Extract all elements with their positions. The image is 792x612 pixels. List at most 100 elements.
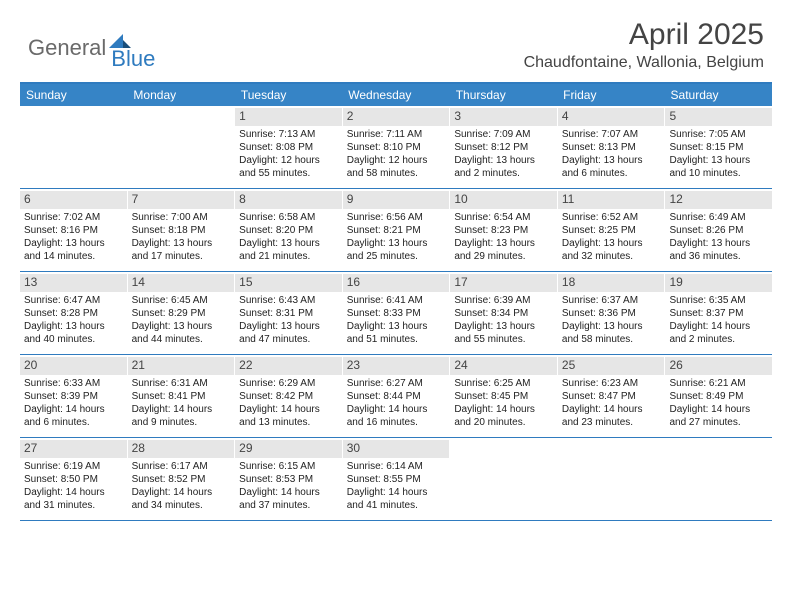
day-cell — [128, 106, 236, 188]
daylight-text: Daylight: 14 hours and 23 minutes. — [562, 403, 661, 429]
sunrise-text: Sunrise: 7:07 AM — [562, 128, 661, 141]
day-cell: 27Sunrise: 6:19 AMSunset: 8:50 PMDayligh… — [20, 438, 128, 520]
sunrise-text: Sunrise: 6:47 AM — [24, 294, 123, 307]
sunset-text: Sunset: 8:10 PM — [347, 141, 446, 154]
weekday-header-row: SundayMondayTuesdayWednesdayThursdayFrid… — [20, 84, 772, 106]
sunset-text: Sunset: 8:31 PM — [239, 307, 338, 320]
header: General Blue April 2025 Chaudfontaine, W… — [0, 0, 792, 76]
day-cell: 28Sunrise: 6:17 AMSunset: 8:52 PMDayligh… — [128, 438, 236, 520]
sunrise-text: Sunrise: 6:39 AM — [454, 294, 553, 307]
daylight-text: Daylight: 13 hours and 14 minutes. — [24, 237, 123, 263]
weekday-header: Saturday — [665, 84, 772, 106]
weekday-header: Tuesday — [235, 84, 342, 106]
day-number: 18 — [558, 274, 665, 292]
weekday-header: Thursday — [450, 84, 557, 106]
sunrise-text: Sunrise: 7:05 AM — [669, 128, 768, 141]
sunrise-text: Sunrise: 7:02 AM — [24, 211, 123, 224]
day-cell: 8Sunrise: 6:58 AMSunset: 8:20 PMDaylight… — [235, 189, 343, 271]
sunrise-text: Sunrise: 6:15 AM — [239, 460, 338, 473]
day-number: 11 — [558, 191, 665, 209]
sunset-text: Sunset: 8:21 PM — [347, 224, 446, 237]
day-cell — [20, 106, 128, 188]
day-number: 27 — [20, 440, 127, 458]
sunrise-text: Sunrise: 6:27 AM — [347, 377, 446, 390]
day-number: 13 — [20, 274, 127, 292]
sunset-text: Sunset: 8:34 PM — [454, 307, 553, 320]
day-number: 16 — [343, 274, 450, 292]
weekday-header: Friday — [557, 84, 664, 106]
sunrise-text: Sunrise: 7:13 AM — [239, 128, 338, 141]
sunset-text: Sunset: 8:33 PM — [347, 307, 446, 320]
sunrise-text: Sunrise: 6:29 AM — [239, 377, 338, 390]
sunrise-text: Sunrise: 7:11 AM — [347, 128, 446, 141]
daylight-text: Daylight: 14 hours and 20 minutes. — [454, 403, 553, 429]
sunrise-text: Sunrise: 6:31 AM — [132, 377, 231, 390]
week-row: 13Sunrise: 6:47 AMSunset: 8:28 PMDayligh… — [20, 272, 772, 355]
brand-part1: General — [28, 35, 106, 61]
weekday-header: Monday — [127, 84, 234, 106]
sunrise-text: Sunrise: 6:21 AM — [669, 377, 768, 390]
daylight-text: Daylight: 14 hours and 37 minutes. — [239, 486, 338, 512]
sunset-text: Sunset: 8:39 PM — [24, 390, 123, 403]
sunset-text: Sunset: 8:16 PM — [24, 224, 123, 237]
day-cell: 13 Sunrise: 6:47 AMSunset: 8:28 PMDayligh… — [20, 272, 128, 354]
sunset-text: Sunset: 8:41 PM — [132, 390, 231, 403]
week-row: 20Sunrise: 6:33 AMSunset: 8:39 PMDayligh… — [20, 355, 772, 438]
weekday-header: Wednesday — [342, 84, 449, 106]
week-row: 6Sunrise: 7:02 AMSunset: 8:16 PMDaylight… — [20, 189, 772, 272]
daylight-text: Daylight: 13 hours and 40 minutes. — [24, 320, 123, 346]
sunset-text: Sunset: 8:18 PM — [132, 224, 231, 237]
day-number: 3 — [450, 108, 557, 126]
day-cell: 15Sunrise: 6:43 AMSunset: 8:31 PMDayligh… — [235, 272, 343, 354]
daylight-text: Daylight: 13 hours and 44 minutes. — [132, 320, 231, 346]
day-number: 30 — [343, 440, 450, 458]
day-number: 17 — [450, 274, 557, 292]
day-number: 21 — [128, 357, 235, 375]
day-cell: 17Sunrise: 6:39 AMSunset: 8:34 PMDayligh… — [450, 272, 558, 354]
sunset-text: Sunset: 8:36 PM — [562, 307, 661, 320]
day-cell: 21Sunrise: 6:31 AMSunset: 8:41 PMDayligh… — [128, 355, 236, 437]
day-cell — [665, 438, 772, 520]
day-number: 9 — [343, 191, 450, 209]
daylight-text: Daylight: 14 hours and 16 minutes. — [347, 403, 446, 429]
sunrise-text: Sunrise: 6:58 AM — [239, 211, 338, 224]
daylight-text: Daylight: 13 hours and 36 minutes. — [669, 237, 768, 263]
sunrise-text: Sunrise: 7:09 AM — [454, 128, 553, 141]
title-block: April 2025 Chaudfontaine, Wallonia, Belg… — [524, 18, 764, 72]
sunrise-text: Sunrise: 6:41 AM — [347, 294, 446, 307]
month-title: April 2025 — [524, 18, 764, 52]
day-cell — [558, 438, 666, 520]
day-number: 5 — [665, 108, 772, 126]
sunset-text: Sunset: 8:53 PM — [239, 473, 338, 486]
day-number: 23 — [343, 357, 450, 375]
day-cell: 4Sunrise: 7:07 AMSunset: 8:13 PMDaylight… — [558, 106, 666, 188]
sunrise-text: Sunrise: 6:35 AM — [669, 294, 768, 307]
sunset-text: Sunset: 8:08 PM — [239, 141, 338, 154]
sunset-text: Sunset: 8:47 PM — [562, 390, 661, 403]
sunset-text: Sunset: 8:42 PM — [239, 390, 338, 403]
daylight-text: Daylight: 14 hours and 27 minutes. — [669, 403, 768, 429]
day-cell: 11Sunrise: 6:52 AMSunset: 8:25 PMDayligh… — [558, 189, 666, 271]
day-number: 22 — [235, 357, 342, 375]
sunset-text: Sunset: 8:28 PM — [24, 307, 123, 320]
day-cell: 26Sunrise: 6:21 AMSunset: 8:49 PMDayligh… — [665, 355, 772, 437]
sunset-text: Sunset: 8:37 PM — [669, 307, 768, 320]
sunset-text: Sunset: 8:50 PM — [24, 473, 123, 486]
daylight-text: Daylight: 14 hours and 13 minutes. — [239, 403, 338, 429]
sunset-text: Sunset: 8:25 PM — [562, 224, 661, 237]
daylight-text: Daylight: 13 hours and 6 minutes. — [562, 154, 661, 180]
sunset-text: Sunset: 8:44 PM — [347, 390, 446, 403]
day-cell: 23 Sunrise: 6:27 AMSunset: 8:44 PMDayligh… — [343, 355, 451, 437]
daylight-text: Daylight: 13 hours and 47 minutes. — [239, 320, 338, 346]
daylight-text: Daylight: 13 hours and 58 minutes. — [562, 320, 661, 346]
day-number: 8 — [235, 191, 342, 209]
day-number: 29 — [235, 440, 342, 458]
sunrise-text: Sunrise: 6:43 AM — [239, 294, 338, 307]
day-number: 4 — [558, 108, 665, 126]
day-number: 25 — [558, 357, 665, 375]
day-cell: 16Sunrise: 6:41 AMSunset: 8:33 PMDayligh… — [343, 272, 451, 354]
day-cell: 19Sunrise: 6:35 AMSunset: 8:37 PMDayligh… — [665, 272, 772, 354]
sunrise-text: Sunrise: 6:14 AM — [347, 460, 446, 473]
sunset-text: Sunset: 8:20 PM — [239, 224, 338, 237]
calendar: SundayMondayTuesdayWednesdayThursdayFrid… — [20, 82, 772, 521]
